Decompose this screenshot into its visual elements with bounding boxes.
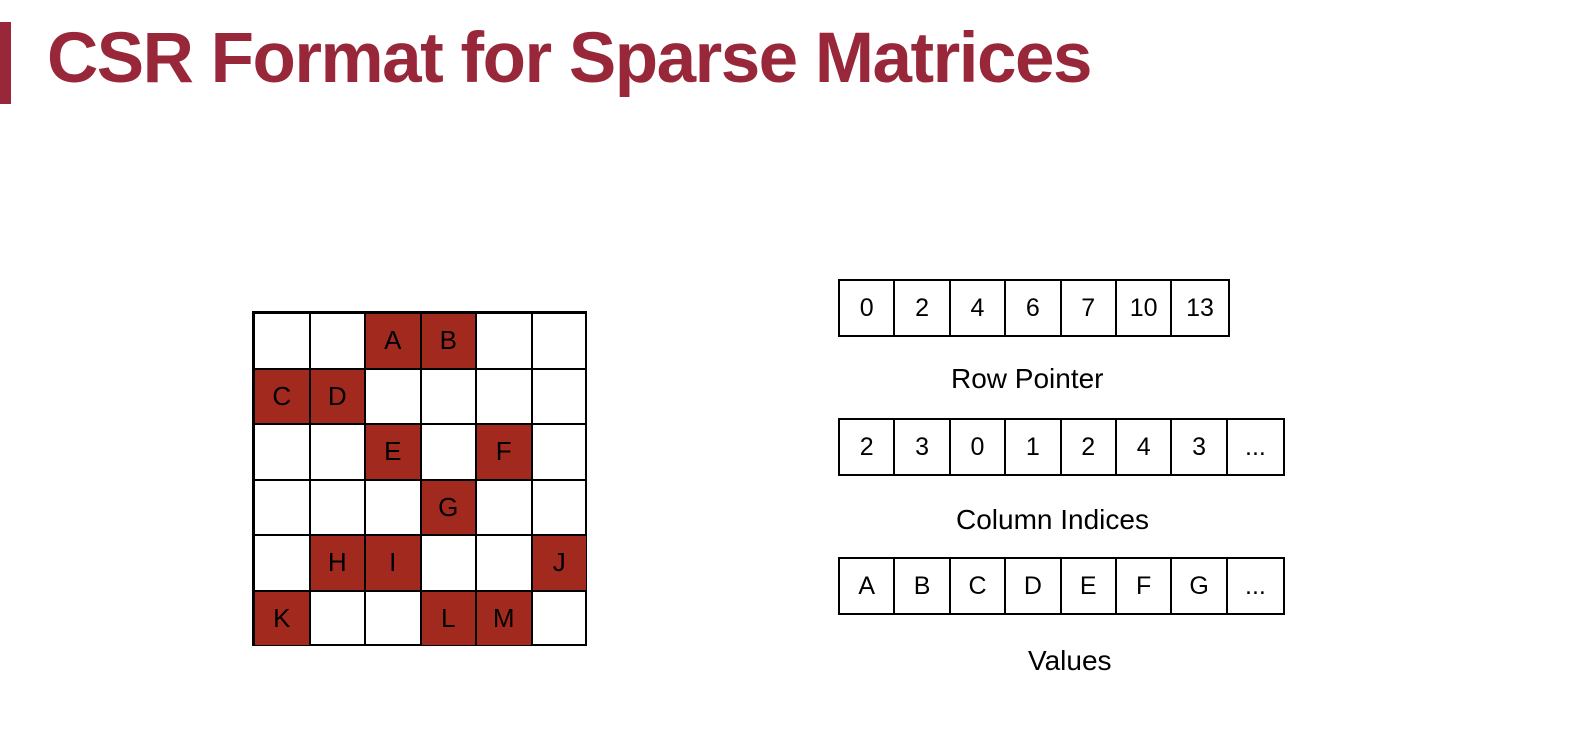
matrix-cell-empty bbox=[476, 368, 532, 424]
row-pointer-entry: 2 bbox=[895, 281, 951, 335]
matrix-cell-empty bbox=[531, 424, 587, 480]
matrix-cell-empty bbox=[365, 368, 421, 424]
matrix-cell-nonzero: A bbox=[365, 313, 421, 369]
value-entry: F bbox=[1117, 559, 1173, 613]
matrix-cell-empty bbox=[531, 368, 587, 424]
matrix-cell-empty bbox=[420, 368, 476, 424]
matrix-cell-nonzero: B bbox=[420, 313, 476, 369]
column-indices-array: 2 3 0 1 2 4 3... bbox=[838, 418, 1286, 476]
matrix-cell-nonzero: K bbox=[254, 590, 310, 646]
matrix-cell-empty bbox=[309, 479, 365, 535]
matrix-cell-empty bbox=[531, 479, 587, 535]
title-accent-bar bbox=[0, 22, 11, 104]
value-entry: A bbox=[840, 559, 896, 613]
value-entry: B bbox=[895, 559, 951, 613]
values-array: A B C D E F G... bbox=[838, 557, 1286, 615]
matrix-cell-empty bbox=[420, 535, 476, 591]
column-index-entry: 2 bbox=[840, 420, 896, 474]
column-index-entry: 3 bbox=[895, 420, 951, 474]
matrix-cell-empty bbox=[531, 590, 587, 646]
row-pointer-entry: 13 bbox=[1186, 293, 1214, 322]
column-indices-label: Column Indices bbox=[956, 504, 1149, 535]
matrix-cell-empty bbox=[254, 479, 310, 535]
matrix-cell-empty bbox=[476, 313, 532, 369]
value-entry: C bbox=[951, 559, 1007, 613]
matrix-cell-empty bbox=[365, 479, 421, 535]
matrix-cell-empty bbox=[254, 313, 310, 369]
matrix-cell-empty bbox=[365, 590, 421, 646]
matrix-cell-empty bbox=[531, 313, 587, 369]
matrix-cell-nonzero: L bbox=[420, 590, 476, 646]
matrix-cell-nonzero: F bbox=[476, 424, 532, 480]
matrix-cell-empty bbox=[476, 479, 532, 535]
matrix-cell-nonzero: H bbox=[309, 535, 365, 591]
matrix-cell-nonzero: E bbox=[365, 424, 421, 480]
column-index-entry: ... bbox=[1245, 432, 1266, 461]
value-entry: ... bbox=[1245, 571, 1266, 600]
row-pointer-entry: 7 bbox=[1062, 281, 1117, 335]
column-index-entry: 0 bbox=[951, 420, 1007, 474]
column-index-entry: 3 bbox=[1172, 420, 1228, 474]
value-entry: E bbox=[1062, 559, 1117, 613]
matrix-cell-nonzero: J bbox=[531, 535, 587, 591]
matrix-cell-empty bbox=[309, 313, 365, 369]
matrix-cell-empty bbox=[309, 424, 365, 480]
column-index-entry: 4 bbox=[1117, 420, 1173, 474]
matrix-cell-empty bbox=[254, 424, 310, 480]
row-pointer-entry: 4 bbox=[951, 281, 1007, 335]
column-index-entry: 2 bbox=[1062, 420, 1117, 474]
values-label: Values bbox=[1028, 645, 1112, 676]
matrix-cell-nonzero: C bbox=[254, 368, 310, 424]
matrix-cell-empty bbox=[254, 535, 310, 591]
matrix-cell-empty bbox=[309, 590, 365, 646]
value-entry: D bbox=[1006, 559, 1062, 613]
row-pointer-array: 0 2 4 6 7 10 13 bbox=[838, 279, 1230, 337]
matrix-cell-empty bbox=[420, 424, 476, 480]
matrix-cell-nonzero: I bbox=[365, 535, 421, 591]
row-pointer-entry: 0 bbox=[840, 281, 896, 335]
value-entry: G bbox=[1172, 559, 1228, 613]
page-title: CSR Format for Sparse Matrices bbox=[47, 19, 1093, 98]
matrix-cell-empty bbox=[476, 535, 532, 591]
row-pointer-entry: 6 bbox=[1006, 281, 1062, 335]
matrix-cell-nonzero: G bbox=[420, 479, 476, 535]
matrix-cell-nonzero: D bbox=[309, 368, 365, 424]
row-pointer-entry: 10 bbox=[1117, 281, 1173, 335]
row-pointer-label: Row Pointer bbox=[951, 363, 1104, 394]
column-index-entry: 1 bbox=[1006, 420, 1062, 474]
matrix-cell-nonzero: M bbox=[476, 590, 532, 646]
